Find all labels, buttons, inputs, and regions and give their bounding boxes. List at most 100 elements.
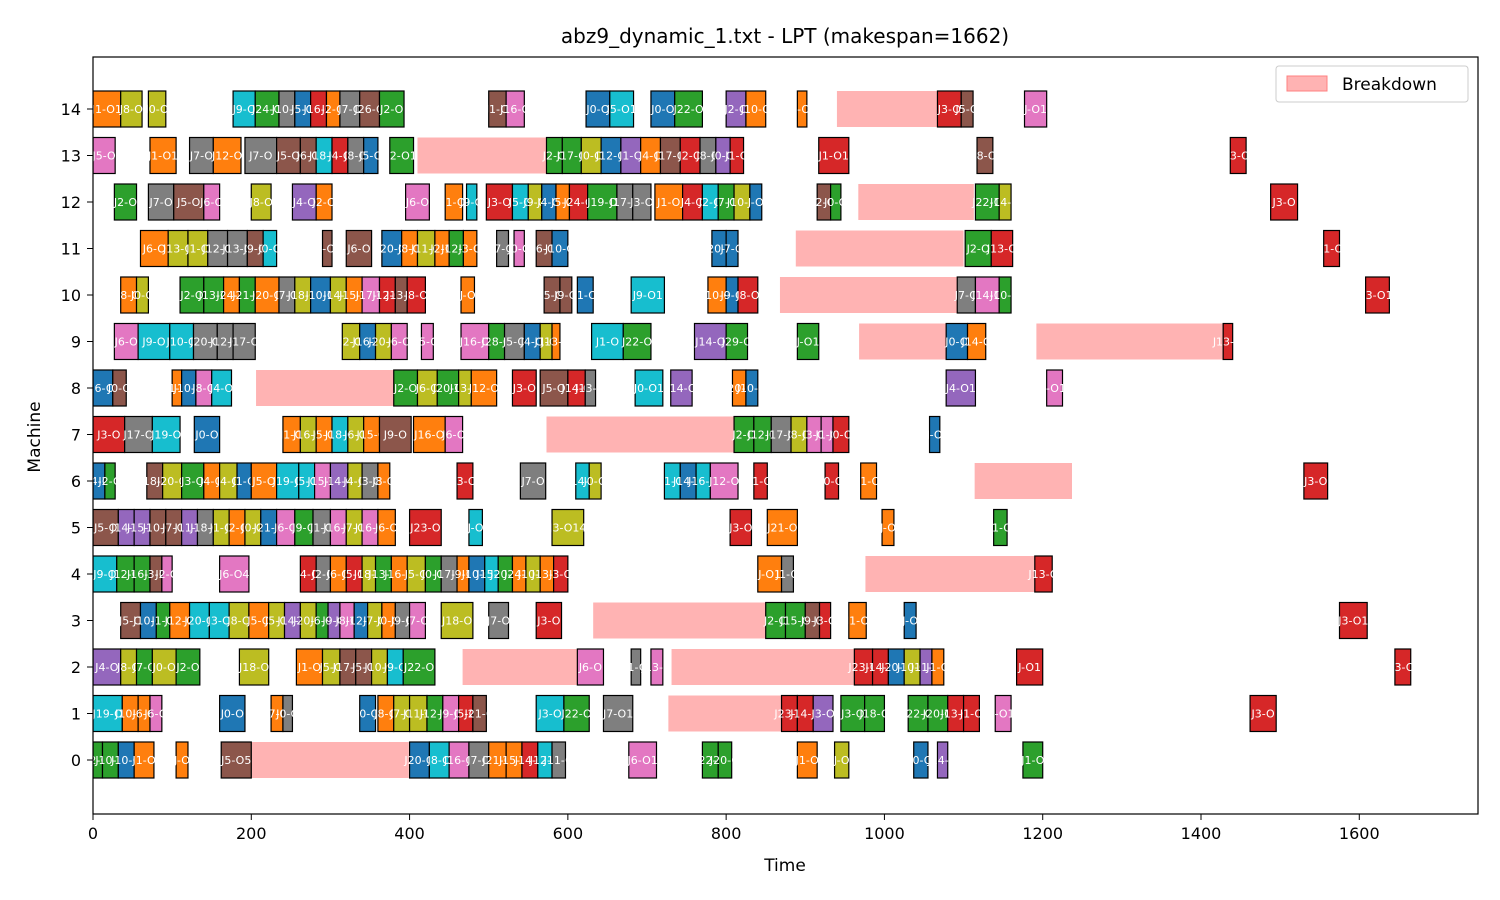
operation-bar <box>630 276 666 314</box>
operation-label: J29-O <box>721 336 753 349</box>
operation-bar <box>1365 276 1390 314</box>
operation-bar <box>462 229 478 268</box>
operation-label: J4-O <box>292 196 317 209</box>
operation-bar <box>488 601 510 640</box>
operation-bar <box>405 183 430 221</box>
operation-bar <box>93 694 123 733</box>
breakdown-bar <box>865 556 1035 592</box>
operation-bar <box>628 741 658 779</box>
operation-label: J1-O <box>845 615 870 628</box>
operation-label: J5-O1 <box>606 103 637 116</box>
y-tick-label: 0 <box>71 751 81 770</box>
operation-bar <box>390 322 408 361</box>
breakdown-bar <box>836 91 938 127</box>
operation-label: J3-O <box>801 429 826 442</box>
operation-label: J11-O <box>402 708 434 721</box>
operation-label: J1-O <box>573 289 598 302</box>
operation-bar <box>833 741 850 779</box>
operation-label: J-O <box>793 103 810 116</box>
operation-label: J6-O <box>326 568 351 581</box>
operation-bar <box>104 462 116 500</box>
operation-bar <box>93 508 119 547</box>
operation-label: J4-O <box>520 336 545 349</box>
operation-bar <box>632 183 652 221</box>
operation-label: J4-O <box>536 196 561 209</box>
operation-bar <box>650 648 664 686</box>
operation-label: J6-O4 <box>218 568 249 581</box>
operation-label: J3-O <box>512 382 537 395</box>
operation-label: J6-O <box>273 522 298 535</box>
operation-label: J9-O <box>522 196 547 209</box>
operation-label: J13-O <box>1212 336 1244 349</box>
operation-label: J12-O <box>468 382 500 395</box>
operation-label: J5-O5 <box>220 754 251 767</box>
operation-label: J12-O <box>708 475 740 488</box>
operation-label: J2-O <box>678 150 703 163</box>
operation-bar <box>559 276 573 314</box>
operation-bar <box>622 322 652 361</box>
operation-bar <box>931 648 945 686</box>
operation-bar <box>864 694 886 733</box>
operation-bar <box>112 369 127 407</box>
operation-bar <box>796 90 808 128</box>
operation-bar <box>1338 601 1368 640</box>
operation-bar <box>551 322 561 361</box>
operation-label: J12-O <box>109 568 141 581</box>
operation-label: J4-O <box>94 661 119 674</box>
operation-label: J18-O <box>238 661 270 674</box>
x-tick-label: 1200 <box>1022 824 1063 843</box>
operation-bar <box>377 508 396 547</box>
operation-label: J22-O <box>971 196 1003 209</box>
operation-bar <box>465 183 478 221</box>
operation-label: J1-O <box>185 243 210 256</box>
operation-bar <box>818 601 832 640</box>
operation-bar <box>990 229 1014 268</box>
operation-bar <box>315 183 333 221</box>
operation-bar <box>535 601 563 640</box>
operation-label: J15-O <box>779 615 811 628</box>
y-tick-label: 6 <box>71 472 81 491</box>
operation-label: J19-O <box>150 429 182 442</box>
operation-bar <box>149 694 163 733</box>
operation-bar <box>729 508 753 547</box>
operation-bar <box>709 462 739 500</box>
operation-bar <box>93 415 126 454</box>
operation-bar <box>584 369 597 407</box>
operation-label: J11-O <box>410 243 442 256</box>
operation-label: J-O <box>879 522 896 535</box>
operation-label: J1-O <box>1020 754 1045 767</box>
operation-bar <box>587 183 618 221</box>
y-tick-label: 14 <box>61 100 81 119</box>
operation-bar <box>505 90 525 128</box>
operation-label: J8-O <box>373 708 398 721</box>
operation-label: J8-O <box>116 661 141 674</box>
operation-label: J14-O <box>961 336 993 349</box>
operation-label: J17-O <box>355 289 387 302</box>
operation-label: J2-O <box>312 196 337 209</box>
operation-bar <box>539 369 569 407</box>
operation-label: J17-O <box>765 429 797 442</box>
operation-label: J6-O <box>578 661 603 674</box>
operation-label: J10-O <box>740 103 772 116</box>
operation-label: J0-O <box>145 103 170 116</box>
operation-bar <box>824 462 840 500</box>
operation-label: J19-O <box>586 196 618 209</box>
operation-label: J1-O <box>775 568 800 581</box>
operation-label: J21-O <box>766 522 798 535</box>
operation-label: J7-O <box>161 522 186 535</box>
operation-label: J1-O <box>209 522 234 535</box>
operation-label: J1-O <box>795 754 820 767</box>
operation-bar <box>860 462 878 500</box>
operation-label: J22-O <box>902 708 934 721</box>
operation-bar <box>93 648 122 686</box>
operation-label: J7-O <box>248 150 273 163</box>
operation-bar <box>519 462 547 500</box>
operation-label: J5-O <box>550 196 575 209</box>
operation-bar <box>412 415 446 454</box>
operation-label: J14-O <box>927 754 959 767</box>
operation-bar <box>1303 462 1329 500</box>
operation-label: J8-O <box>116 289 141 302</box>
operation-label: J16-O <box>413 429 445 442</box>
operation-label: J24-O <box>251 103 283 116</box>
operation-label: J3-O <box>812 615 837 628</box>
